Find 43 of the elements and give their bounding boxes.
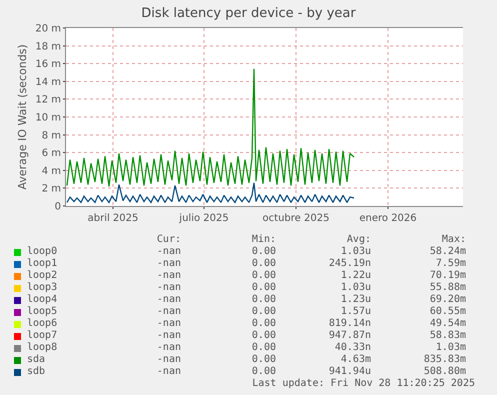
text: -nan 0.00 819.14n 49.54m [156,318,466,329]
text: Cur: Min: Avg: Max: [156,234,466,245]
y-tick-label: 2 m [42,184,61,195]
x-tick-label: abril 2025 [88,213,138,224]
y-tick-label: 8 m [42,130,61,142]
legend-label: loop6 [27,318,58,330]
text: -nan 0.00 1.22u 70.19m [156,270,466,281]
y-tick-label: 14 m [35,76,61,88]
legend-label: loop4 [27,294,58,306]
text: -nan 0.00 1.23u 69.20m [156,294,466,305]
chart-title: Disk latency per device - by year [141,6,356,22]
line-series [66,68,355,188]
x-tick-label: enero 2026 [359,213,417,224]
x-tick-label: julio 2025 [178,213,229,224]
y-axis-title: Average IO Wait (seconds) [16,44,29,190]
y-tick-label: 16 m [35,59,61,70]
y-tick-label: 0 [54,202,61,212]
legend-label: loop3 [27,282,58,294]
text: -nan 0.00 1.03u 58.24m [156,246,466,257]
text: -nan 0.00 1.03u 55.88m [156,282,466,293]
y-tick-label: 6 m [42,148,61,160]
text: -nan 0.00 1.57u 60.55m [156,306,466,317]
text: -nan 0.00 4.63m 835.83m [156,354,466,365]
text: -nan 0.00 40.33n 1.03m [156,342,466,353]
y-tick-label: 12 m [35,94,61,106]
legend-label: loop1 [27,258,58,270]
text: -nan 0.00 947.87n 58.83m [156,330,466,341]
y-tick-label: 20 m [35,24,61,34]
text: -nan 0.00 941.94u 508.80m [156,366,466,377]
legend-label: loop8 [27,342,58,354]
legend-label: loop7 [27,330,58,342]
y-tick-label: 4 m [42,166,61,177]
legend-label: loop0 [27,246,58,258]
y-tick-label: 18 m [35,41,61,52]
line-series [66,182,355,204]
legend-label: loop5 [27,306,58,318]
y-tick-label: 10 m [35,112,61,124]
legend-label: sdb [27,366,46,378]
text: Last update: Fri Nov 28 11:20:25 2025 [251,378,475,390]
x-tick-label: octubre 2025 [262,213,330,224]
legend-label: sda [27,354,46,366]
legend-label: loop2 [27,270,58,282]
text: -nan 0.00 245.19n 7.59m [156,258,466,269]
